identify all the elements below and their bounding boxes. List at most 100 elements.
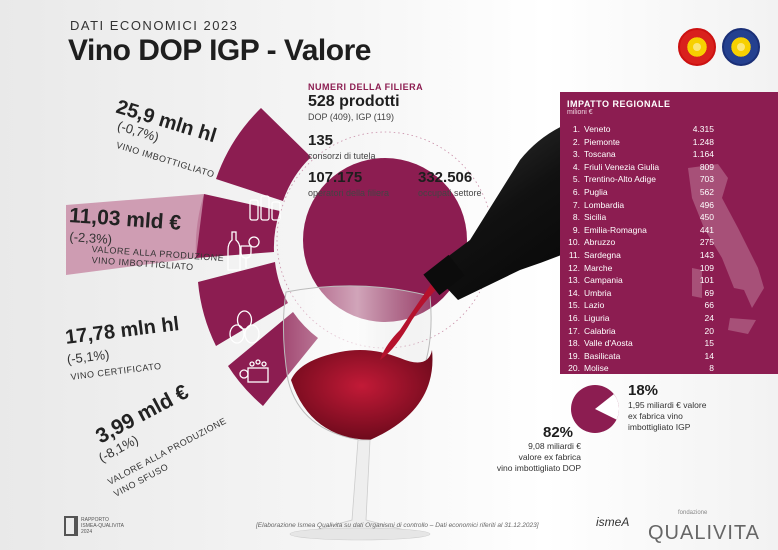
region-value: 14 xyxy=(704,350,714,361)
dop-desc-1: 9,08 miliardi € xyxy=(528,441,581,451)
region-value: 101 xyxy=(699,275,714,286)
operatori-sub: operatori della filiera xyxy=(308,188,390,198)
region-value: 20 xyxy=(704,325,714,336)
bottles-icon xyxy=(249,195,281,221)
dop-desc-3: vino imbottigliato DOP xyxy=(496,463,581,473)
region-name: Emilia-Romagna xyxy=(584,224,647,235)
region-value: 703 xyxy=(699,174,714,185)
region-name: Calabria xyxy=(584,325,616,336)
region-rank: 3. xyxy=(572,149,580,160)
occupati-value: 332.506 xyxy=(418,169,473,186)
region-row: 11. Sardegna 143 xyxy=(566,249,714,262)
qualivita-logo: QUALIVITA xyxy=(648,522,760,544)
region-rank: 15. xyxy=(568,300,580,311)
wine-pour xyxy=(380,274,446,360)
region-value: 8 xyxy=(709,363,714,374)
region-name: Campania xyxy=(584,275,623,286)
bottle-euro-icon xyxy=(227,231,260,271)
region-name: Puglia xyxy=(584,186,608,197)
region-row: 5. Trentino-Alto Adige 703 xyxy=(566,173,714,186)
rapporto-line2: ISMEA-QUALIVITA xyxy=(81,523,124,529)
segment3-change: (-5,1%) xyxy=(66,346,111,367)
occupati-sub: occupati settore xyxy=(418,188,482,198)
region-row: 10. Abruzzo 275 xyxy=(566,236,714,249)
region-value: 496 xyxy=(699,199,714,210)
region-row: 7. Lombardia 496 xyxy=(566,199,714,212)
filiera-title: NUMERI DELLA FILIERA xyxy=(308,82,424,92)
rapporto-line1: RAPPORTO xyxy=(81,517,109,523)
region-row: 3. Toscana 1.164 xyxy=(566,148,714,161)
dop-igp-pie xyxy=(571,385,619,433)
region-row: 9. Emilia-Romagna 441 xyxy=(566,224,714,237)
region-name: Sardegna xyxy=(584,249,621,260)
segment3-value: 17,78 mln hl xyxy=(64,313,181,349)
region-row: 20. Molise 8 xyxy=(566,362,714,375)
crate-euro-icon xyxy=(239,359,269,383)
rapporto-logo: RAPPORTO ISMEA-QUALIVITA 2024 xyxy=(64,516,124,536)
consorzi-value: 135 xyxy=(308,132,334,149)
region-name: Molise xyxy=(584,363,609,374)
region-name: Piemonte xyxy=(584,136,620,147)
region-value: 1.164 xyxy=(692,149,714,160)
region-row: 4. Friuli Venezia Giulia 809 xyxy=(566,161,714,174)
barrels-icon xyxy=(229,310,260,344)
region-name: Trentino-Alto Adige xyxy=(584,174,656,185)
igp-desc-3: imbottigliato IGP xyxy=(628,422,691,432)
region-rank: 7. xyxy=(572,199,580,210)
region-row: 8. Sicilia 450 xyxy=(566,211,714,224)
region-value: 4.315 xyxy=(692,124,714,134)
region-rank: 12. xyxy=(568,262,580,273)
region-value: 109 xyxy=(699,262,714,273)
prodotti-value: 528 prodotti xyxy=(308,93,400,110)
region-value: 441 xyxy=(699,224,714,235)
region-name: Lazio xyxy=(584,300,605,311)
region-name: Abruzzo xyxy=(584,237,616,248)
region-rank: 20. xyxy=(568,363,580,374)
wine-glass xyxy=(282,285,433,541)
pie-slice-igp xyxy=(595,394,619,420)
region-rank: 8. xyxy=(572,212,580,223)
region-rank: 6. xyxy=(572,186,580,197)
segment-bottled-volume xyxy=(216,108,311,201)
region-value: 1.248 xyxy=(692,136,714,147)
region-name: Sicilia xyxy=(584,212,607,223)
region-rank: 9. xyxy=(572,224,580,235)
region-name: Valle d'Aosta xyxy=(584,338,633,349)
region-value: 69 xyxy=(704,287,714,298)
region-name: Lombardia xyxy=(584,199,625,210)
segment-bulk-value xyxy=(228,312,318,406)
italy-map-icon xyxy=(688,164,764,334)
region-row: 6. Puglia 562 xyxy=(566,186,714,199)
region-row: 12. Marche 109 xyxy=(566,262,714,275)
segment1-label: VINO IMBOTTIGLIATO xyxy=(115,140,216,180)
region-row: 1. Veneto 4.315 xyxy=(566,123,714,136)
regional-panel: IMPATTO REGIONALE milioni € 1. Veneto 4.31… xyxy=(560,92,778,374)
dop-desc-2: valore ex fabrica xyxy=(518,452,581,462)
igp-percent: 18% xyxy=(628,382,659,399)
region-rank: 19. xyxy=(568,350,580,361)
igp-seal-icon xyxy=(722,28,760,66)
segment-bottled-value xyxy=(195,194,280,258)
region-rank: 11. xyxy=(568,249,580,260)
region-value: 143 xyxy=(699,249,714,260)
regional-unit: milioni € xyxy=(567,109,593,116)
regional-title: IMPATTO REGIONALE xyxy=(567,99,671,109)
region-value: 275 xyxy=(699,237,714,248)
region-rank: 4. xyxy=(572,161,580,172)
region-row: 18. Valle d'Aosta 15 xyxy=(566,337,714,350)
region-name: Toscana xyxy=(584,149,616,160)
region-name: Friuli Venezia Giulia xyxy=(584,161,660,172)
region-value: 450 xyxy=(699,212,714,223)
page-title: Vino DOP IGP - Valore xyxy=(68,34,371,67)
region-value: 66 xyxy=(704,300,714,311)
region-row: 14. Umbria 69 xyxy=(566,287,714,300)
rapporto-line3: 2024 xyxy=(81,529,93,535)
region-rank: 17. xyxy=(568,325,580,336)
region-value: 15 xyxy=(704,338,714,349)
ismea-logo: ismeA xyxy=(596,515,630,529)
region-name: Umbria xyxy=(584,287,612,298)
region-value: 809 xyxy=(699,161,714,172)
region-name: Liguria xyxy=(584,312,610,323)
supertitle: DATI ECONOMICI 2023 xyxy=(70,18,239,33)
region-row: 19. Basilicata 14 xyxy=(566,350,714,363)
